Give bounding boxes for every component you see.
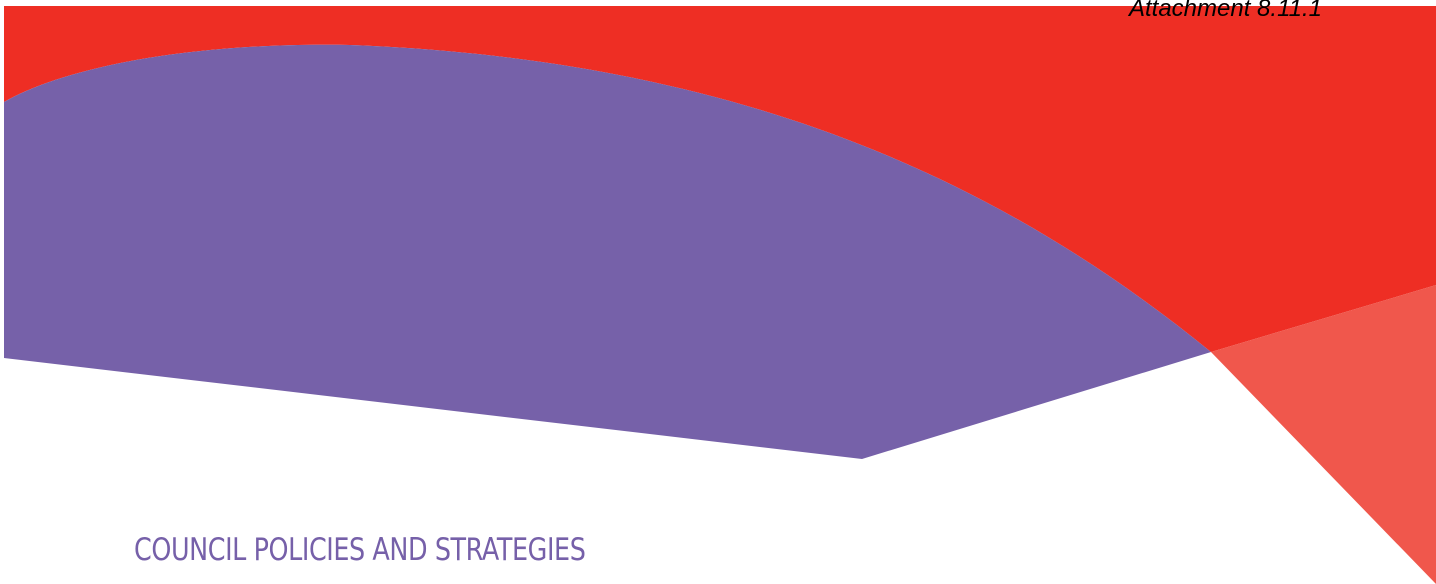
coral-triangle-shape	[1211, 285, 1436, 584]
section-heading: COUNCIL POLICIES AND STRATEGIES	[134, 532, 586, 568]
red-band-shape	[4, 6, 1436, 352]
purple-swoosh-shape	[4, 44, 1211, 459]
attachment-label: Attachment 8.11.1	[1128, 0, 1322, 22]
